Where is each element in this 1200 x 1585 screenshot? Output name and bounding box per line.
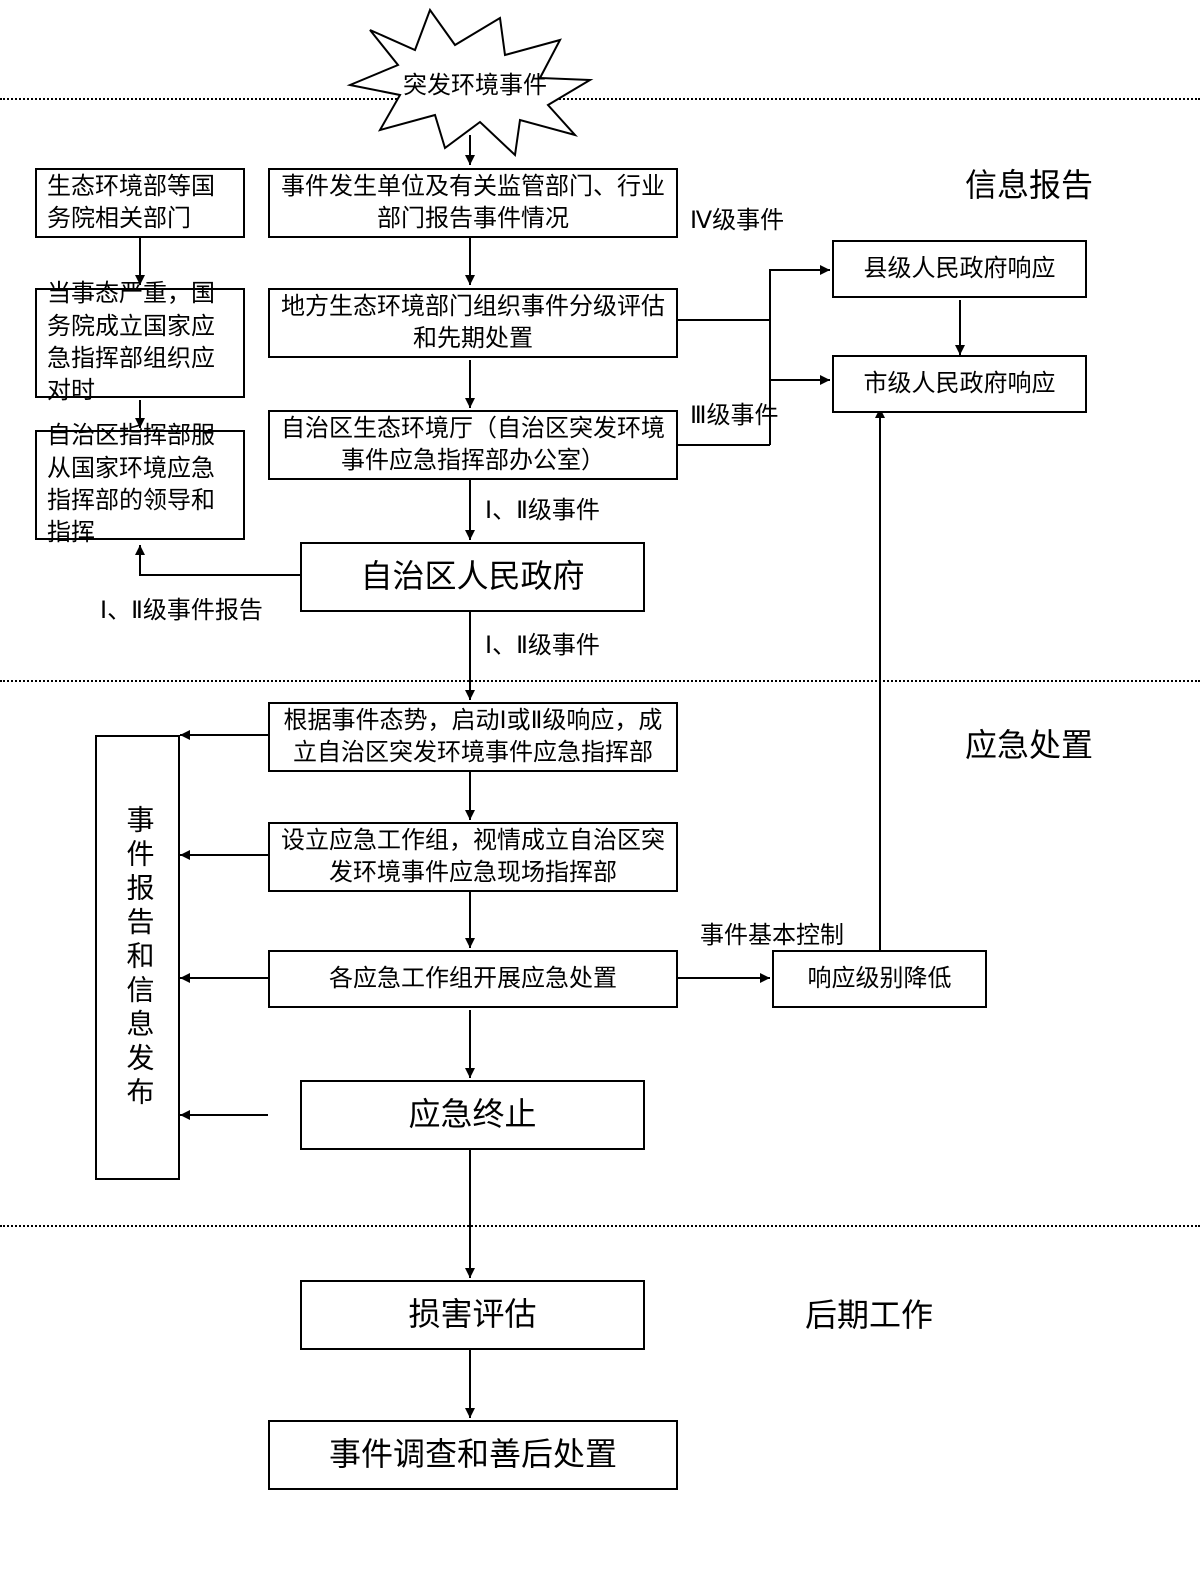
- node-n1: 事件发生单位及有关监管部门、行业部门报告事件情况: [268, 168, 678, 238]
- start-node: 突发环境事件: [400, 65, 550, 100]
- node-right3: 响应级别降低: [772, 950, 987, 1008]
- node-left3: 自治区指挥部服从国家环境应急指挥部的领导和指挥: [35, 430, 245, 540]
- label-lv3: Ⅲ级事件: [690, 395, 779, 430]
- node-right1: 县级人民政府响应: [832, 240, 1087, 298]
- divider-2: [0, 680, 1200, 682]
- node-n5: 根据事件态势，启动Ⅰ或Ⅱ级响应，成立自治区突发环境事件应急指挥部: [268, 702, 678, 772]
- node-n10: 事件调查和善后处置: [268, 1420, 678, 1490]
- label-basic-control: 事件基本控制: [700, 915, 844, 950]
- node-sidebar: 事件报告和信息发布: [95, 735, 180, 1180]
- node-left1: 生态环境部等国务院相关部门: [35, 168, 245, 238]
- node-left2: 当事态严重，国务院成立国家应急指挥部组织应对时: [35, 288, 245, 398]
- node-n6: 设立应急工作组，视情成立自治区突发环境事件应急现场指挥部: [268, 822, 678, 892]
- node-right2: 市级人民政府响应: [832, 355, 1087, 413]
- label-lv12b: Ⅰ、Ⅱ级事件: [485, 625, 600, 660]
- section-emergency: 应急处置: [965, 720, 1093, 766]
- node-n7: 各应急工作组开展应急处置: [268, 950, 678, 1008]
- divider-1: [0, 98, 1200, 100]
- label-lv12a: Ⅰ、Ⅱ级事件: [485, 490, 600, 525]
- section-followup: 后期工作: [805, 1290, 933, 1336]
- node-n9: 损害评估: [300, 1280, 645, 1350]
- section-info-report: 信息报告: [965, 160, 1093, 206]
- label-lv12-report: Ⅰ、Ⅱ级事件报告: [100, 590, 263, 625]
- node-n8: 应急终止: [300, 1080, 645, 1150]
- label-lv4: Ⅳ级事件: [690, 200, 784, 235]
- node-n3: 自治区生态环境厅（自治区突发环境事件应急指挥部办公室）: [268, 410, 678, 480]
- node-n2: 地方生态环境部门组织事件分级评估和先期处置: [268, 288, 678, 358]
- node-n4: 自治区人民政府: [300, 542, 645, 612]
- divider-3: [0, 1225, 1200, 1227]
